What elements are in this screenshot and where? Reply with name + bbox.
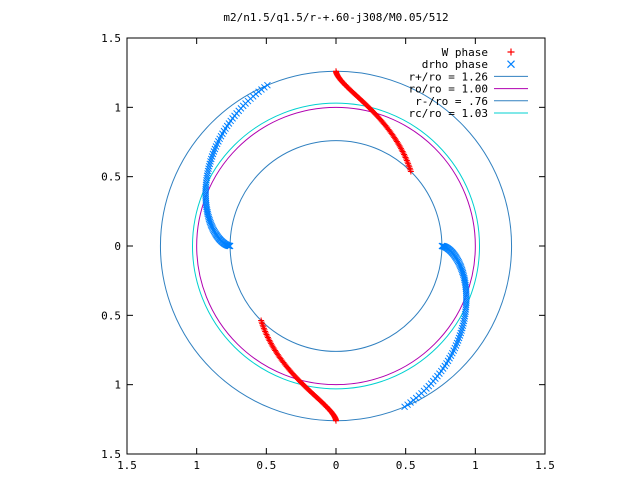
data-point	[407, 168, 414, 175]
data-point	[205, 162, 213, 170]
phase-points	[202, 68, 470, 424]
data-point	[458, 324, 466, 332]
x-tick-label: 1.5	[535, 459, 555, 472]
data-point	[407, 399, 414, 406]
x-tick-label: 0.5	[396, 459, 416, 472]
y-tick-label: 1.5	[101, 32, 121, 45]
data-point	[264, 81, 271, 89]
y-tick-label: 1	[114, 101, 121, 114]
x-tick-label: 0	[333, 459, 340, 472]
data-point	[264, 334, 271, 341]
data-point	[401, 403, 408, 411]
x-tick-label: 1.5	[117, 459, 137, 472]
data-point	[458, 327, 465, 334]
data-point	[459, 322, 467, 330]
y-tick-label: 1.5	[101, 448, 121, 461]
data-point	[207, 158, 214, 165]
reference-circle	[191, 102, 481, 390]
legend-label: drho phase	[422, 58, 488, 71]
y-tick-label: 1	[114, 379, 121, 392]
data-point	[206, 160, 214, 168]
data-point	[401, 151, 408, 158]
y-tick-label: 0.5	[101, 171, 121, 184]
axis-ticks: 1.5 1 0.5 0 0.5 1 1.51.510.500.511.5	[101, 32, 555, 472]
legend-label: ro/ro = 1.00	[409, 83, 488, 96]
data-point	[205, 165, 212, 173]
reference-circle	[196, 106, 476, 386]
x-tick-label: 1	[472, 459, 479, 472]
chart-title: m2/n1.5/q1.5/r-+.60-j308/M0.05/512	[223, 11, 448, 24]
y-tick-label: 0	[114, 240, 121, 253]
y-tick-label: 0.5	[101, 309, 121, 322]
data-point	[261, 83, 268, 91]
x-tick-label: 1	[193, 459, 200, 472]
legend-label: r+/ro = 1.26	[409, 70, 488, 83]
legend-swatch	[507, 48, 515, 56]
legend-label: rc/ro = 1.03	[409, 107, 488, 120]
reference-circles	[159, 70, 513, 422]
data-point	[460, 319, 467, 327]
legend-label: W phase	[442, 46, 488, 59]
data-point	[258, 86, 265, 93]
legend-label: r-/ro = .76	[415, 95, 488, 108]
reference-circle	[159, 70, 513, 422]
data-point	[258, 317, 265, 324]
legend-swatch	[507, 60, 515, 69]
data-point	[404, 401, 411, 409]
data-point	[400, 150, 407, 157]
x-tick-label: 0.5	[256, 459, 276, 472]
data-point	[399, 148, 406, 155]
data-point	[265, 335, 272, 342]
data-point	[266, 337, 273, 344]
